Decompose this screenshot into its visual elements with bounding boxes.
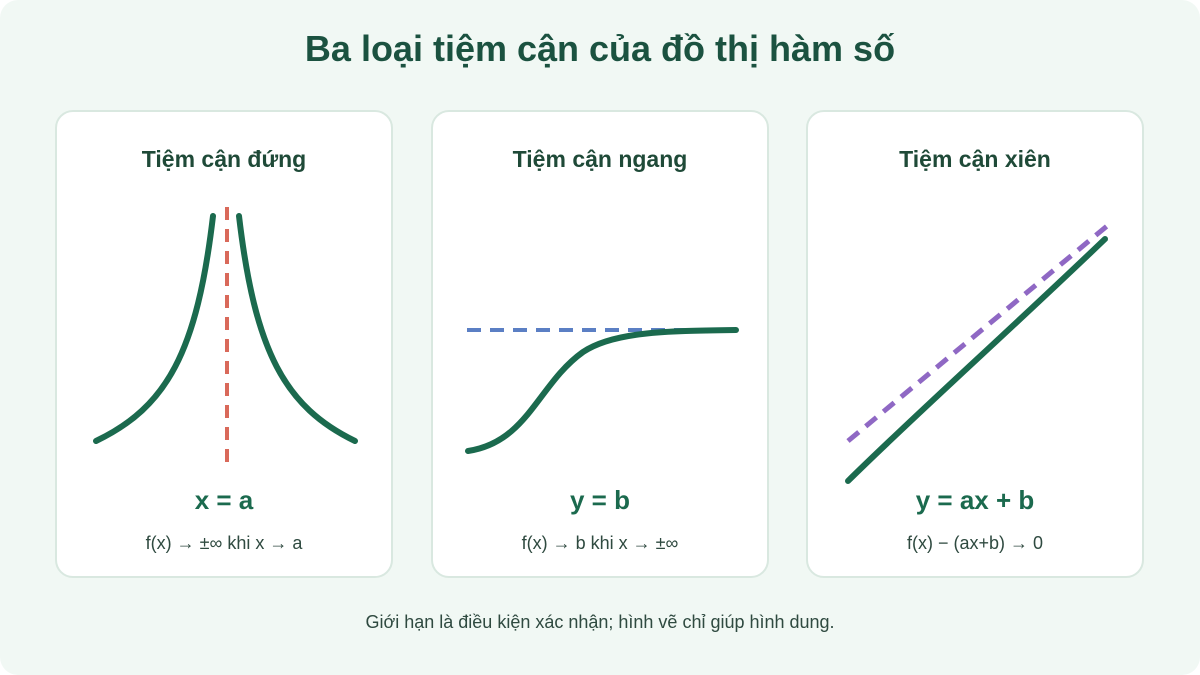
vertical-asymptote-graph	[93, 207, 358, 462]
limit-condition: f(x) → b khi x → ±∞	[521, 533, 679, 553]
oblique-asymptote-line	[846, 224, 1109, 443]
curve	[465, 327, 739, 454]
curve	[845, 236, 1108, 484]
footer-note: Giới hạn là điều kiện xác nhận; hình vẽ …	[365, 612, 835, 632]
curve-right-branch	[236, 213, 358, 444]
limit-condition: f(x) − (ax+b) → 0	[906, 533, 1044, 553]
oblique-asymptote-graph	[845, 224, 1109, 484]
card-title: Tiệm cận xiên	[899, 146, 1051, 172]
card-oblique-asymptote: Tiệm cận xiên y = ax + b f(x) − (ax+b) →…	[806, 110, 1144, 578]
card-vertical-asymptote: Tiệm cận đứng x = a f(x) → ±∞ khi x → a	[55, 110, 393, 578]
page-title: Ba loại tiệm cận của đồ thị hàm số	[304, 28, 896, 69]
curve-left-branch	[93, 213, 216, 444]
limit-condition: f(x) → ±∞ khi x → a	[145, 533, 303, 553]
asymptote-equation: x = a	[194, 485, 254, 515]
asymptote-equation: y = ax + b	[915, 485, 1035, 515]
card-title: Tiệm cận ngang	[512, 146, 688, 172]
asymptote-equation: y = b	[570, 485, 630, 515]
horizontal-asymptote-graph	[465, 327, 739, 454]
card-title: Tiệm cận đứng	[141, 146, 307, 172]
card-horizontal-asymptote: Tiệm cận ngang y = b f(x) → b khi x → ±∞	[431, 110, 769, 578]
